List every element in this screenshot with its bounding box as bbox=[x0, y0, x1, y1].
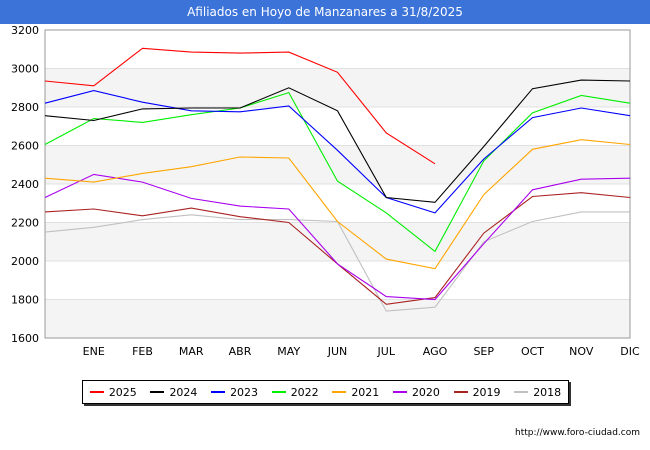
legend-label: 2018 bbox=[533, 385, 562, 399]
legend-item-2025: 2025 bbox=[89, 385, 137, 399]
chart-title: Afiliados en Hoyo de Manzanares a 31/8/2… bbox=[0, 0, 650, 24]
x-tick-label: DIC bbox=[620, 345, 640, 358]
legend-item-2018: 2018 bbox=[514, 386, 561, 399]
series-line-2021 bbox=[44, 139, 631, 270]
grid-band bbox=[45, 299, 630, 338]
legend-item-2024: 2024 bbox=[150, 386, 197, 399]
x-tick-label: ENE bbox=[83, 345, 105, 358]
source-url: http://www.foro-ciudad.com bbox=[515, 428, 640, 438]
grid-band bbox=[45, 68, 630, 107]
legend-item-2022: 2022 bbox=[271, 385, 319, 399]
series-line-2020 bbox=[44, 173, 631, 301]
x-tick-label: NOV bbox=[569, 345, 594, 358]
x-tick-label: MAR bbox=[179, 345, 204, 358]
legend-label: 2020 bbox=[411, 385, 440, 399]
legend-swatch bbox=[392, 391, 407, 393]
y-tick-label: 2200 bbox=[11, 217, 39, 230]
y-tick-label: 2400 bbox=[11, 178, 39, 191]
x-tick-label: FEB bbox=[132, 345, 153, 358]
legend-swatch bbox=[332, 391, 347, 393]
y-tick-label: 1800 bbox=[11, 294, 39, 307]
grid-band bbox=[45, 107, 630, 146]
legend-item-2020: 2020 bbox=[392, 385, 440, 399]
legend-swatch bbox=[514, 391, 529, 393]
grid-band bbox=[45, 184, 630, 223]
grid-band bbox=[45, 30, 630, 69]
y-tick-label: 3000 bbox=[11, 63, 39, 76]
legend-item-2023: 2023 bbox=[211, 386, 258, 399]
plot-frame bbox=[44, 29, 631, 339]
legend-swatch bbox=[150, 391, 165, 393]
grid-band bbox=[45, 145, 630, 184]
legend-swatch bbox=[211, 391, 226, 393]
legend-swatch bbox=[271, 391, 286, 393]
y-tick-label: 2800 bbox=[11, 101, 39, 114]
x-tick-label: JUL bbox=[377, 345, 396, 358]
y-tick-label: 2600 bbox=[11, 140, 39, 153]
grid-band bbox=[45, 261, 630, 300]
legend-label: 2022 bbox=[290, 385, 319, 399]
legend-swatch bbox=[453, 391, 468, 393]
y-tick-label: 2000 bbox=[11, 255, 39, 268]
legend-label: 2023 bbox=[230, 385, 259, 399]
x-tick-label: JUN bbox=[327, 345, 348, 358]
grid-band bbox=[45, 222, 630, 261]
x-tick-label: OCT bbox=[521, 345, 544, 358]
y-tick-label: 3200 bbox=[11, 24, 39, 37]
series-line-2023 bbox=[44, 90, 631, 214]
x-tick-label: AGO bbox=[423, 345, 448, 358]
legend-swatch bbox=[89, 391, 104, 393]
legend-item-2021: 2021 bbox=[332, 386, 379, 399]
series-line-2025 bbox=[44, 47, 436, 165]
legend-label: 2024 bbox=[169, 385, 198, 399]
y-tick-label: 1600 bbox=[11, 332, 39, 345]
legend-item-2019: 2019 bbox=[453, 385, 501, 399]
series-line-2022 bbox=[44, 91, 631, 253]
legend-label: 2019 bbox=[472, 385, 501, 399]
x-tick-label: SEP bbox=[473, 345, 494, 358]
chart-legend: 2025 2024 2023 2022 2021 2020 2019 2018 bbox=[82, 380, 569, 404]
x-tick-label: ABR bbox=[229, 345, 252, 358]
x-tick-label: MAY bbox=[277, 345, 300, 358]
legend-label: 2025 bbox=[108, 385, 137, 399]
series-line-2024 bbox=[44, 79, 631, 203]
legend-label: 2021 bbox=[351, 385, 380, 399]
